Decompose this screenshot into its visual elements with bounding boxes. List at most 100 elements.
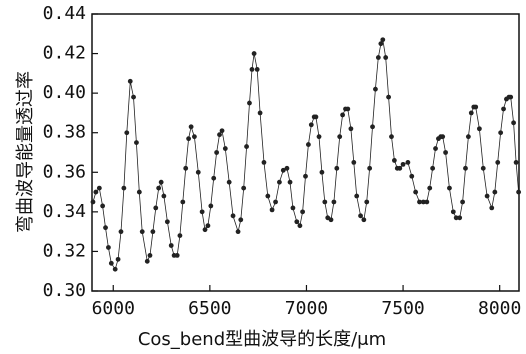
data-point	[219, 128, 225, 134]
data-point	[214, 150, 220, 155]
data-point	[397, 165, 403, 171]
data-point	[303, 173, 308, 179]
data-point	[511, 120, 516, 126]
data-point	[364, 199, 370, 205]
data-point	[93, 189, 99, 195]
data-point	[103, 225, 108, 231]
data-point	[400, 161, 406, 167]
data-point	[492, 189, 498, 195]
data-point	[378, 41, 384, 47]
data-point	[168, 243, 174, 248]
data-point	[316, 134, 322, 140]
data-point	[313, 114, 319, 120]
data-point	[188, 124, 194, 130]
data-point	[489, 205, 495, 211]
data-point	[280, 167, 286, 173]
data-point	[287, 179, 293, 185]
data-point	[358, 213, 363, 219]
data-point	[158, 179, 164, 185]
data-point	[389, 134, 394, 140]
x-tick-label: 8000	[478, 298, 521, 319]
data-point	[226, 179, 232, 185]
data-point	[465, 134, 471, 140]
data-point	[257, 110, 263, 116]
data-point	[217, 132, 222, 138]
data-point	[351, 159, 357, 165]
data-point	[238, 217, 244, 223]
data-point	[354, 193, 360, 199]
data-point	[297, 223, 303, 229]
data-point	[161, 193, 167, 199]
data-point	[424, 199, 430, 205]
data-point	[480, 165, 486, 171]
data-point	[241, 185, 247, 191]
data-point	[121, 185, 127, 191]
x-tick-label: 6000	[92, 298, 135, 319]
data-point	[345, 106, 351, 112]
data-point	[380, 37, 386, 43]
data-point	[134, 140, 139, 146]
data-point	[186, 136, 192, 142]
data-point	[337, 134, 343, 140]
data-point	[453, 215, 459, 221]
data-point	[156, 185, 162, 191]
data-point	[139, 229, 145, 235]
x-tick-label: 7500	[381, 298, 424, 319]
data-point	[235, 229, 241, 235]
data-point	[319, 169, 325, 175]
data-point	[468, 110, 474, 116]
data-point	[261, 159, 267, 165]
y-tick-label: 0.40	[43, 82, 86, 103]
data-point	[308, 122, 314, 128]
data-point	[391, 158, 397, 163]
data-point	[273, 199, 278, 205]
data-point	[484, 193, 490, 199]
y-tick-label: 0.36	[43, 161, 86, 182]
data-point	[433, 146, 438, 151]
data-point	[305, 142, 311, 147]
data-point	[334, 165, 340, 171]
data-point	[222, 146, 228, 151]
y-tick-label: 0.32	[43, 240, 86, 261]
data-point	[265, 193, 271, 199]
y-tick-label: 0.42	[43, 43, 86, 64]
data-point	[124, 130, 130, 136]
data-point	[501, 106, 506, 112]
data-point	[192, 134, 197, 140]
data-point	[420, 199, 426, 205]
x-tick-label: 7000	[285, 298, 328, 319]
data-point	[383, 55, 389, 60]
data-point	[254, 67, 260, 72]
data-point	[440, 134, 446, 140]
data-point	[361, 217, 367, 223]
data-point	[90, 199, 96, 205]
x-tick-label: 6500	[188, 298, 231, 319]
data-point	[195, 169, 201, 175]
y-axis-title: 弯曲波导能量透过率	[15, 71, 36, 233]
data-point	[300, 209, 306, 215]
data-point	[277, 179, 282, 185]
data-point	[463, 165, 468, 171]
data-point	[202, 227, 208, 233]
data-point	[375, 55, 381, 60]
data-point	[413, 189, 419, 195]
data-point	[476, 126, 482, 132]
data-point	[230, 213, 236, 219]
data-point	[147, 252, 153, 258]
data-point	[417, 199, 422, 205]
data-point	[118, 229, 124, 235]
data-point	[457, 215, 463, 221]
data-point	[331, 199, 337, 205]
data-point	[136, 189, 142, 195]
data-point	[177, 233, 183, 239]
data-point	[108, 260, 114, 266]
data-point	[208, 203, 214, 209]
data-point	[450, 209, 456, 215]
plot-frame	[91, 13, 520, 292]
data-point	[498, 130, 504, 136]
data-point	[322, 199, 328, 205]
data-point	[473, 104, 479, 110]
data-point	[447, 185, 452, 191]
data-point	[290, 205, 296, 211]
